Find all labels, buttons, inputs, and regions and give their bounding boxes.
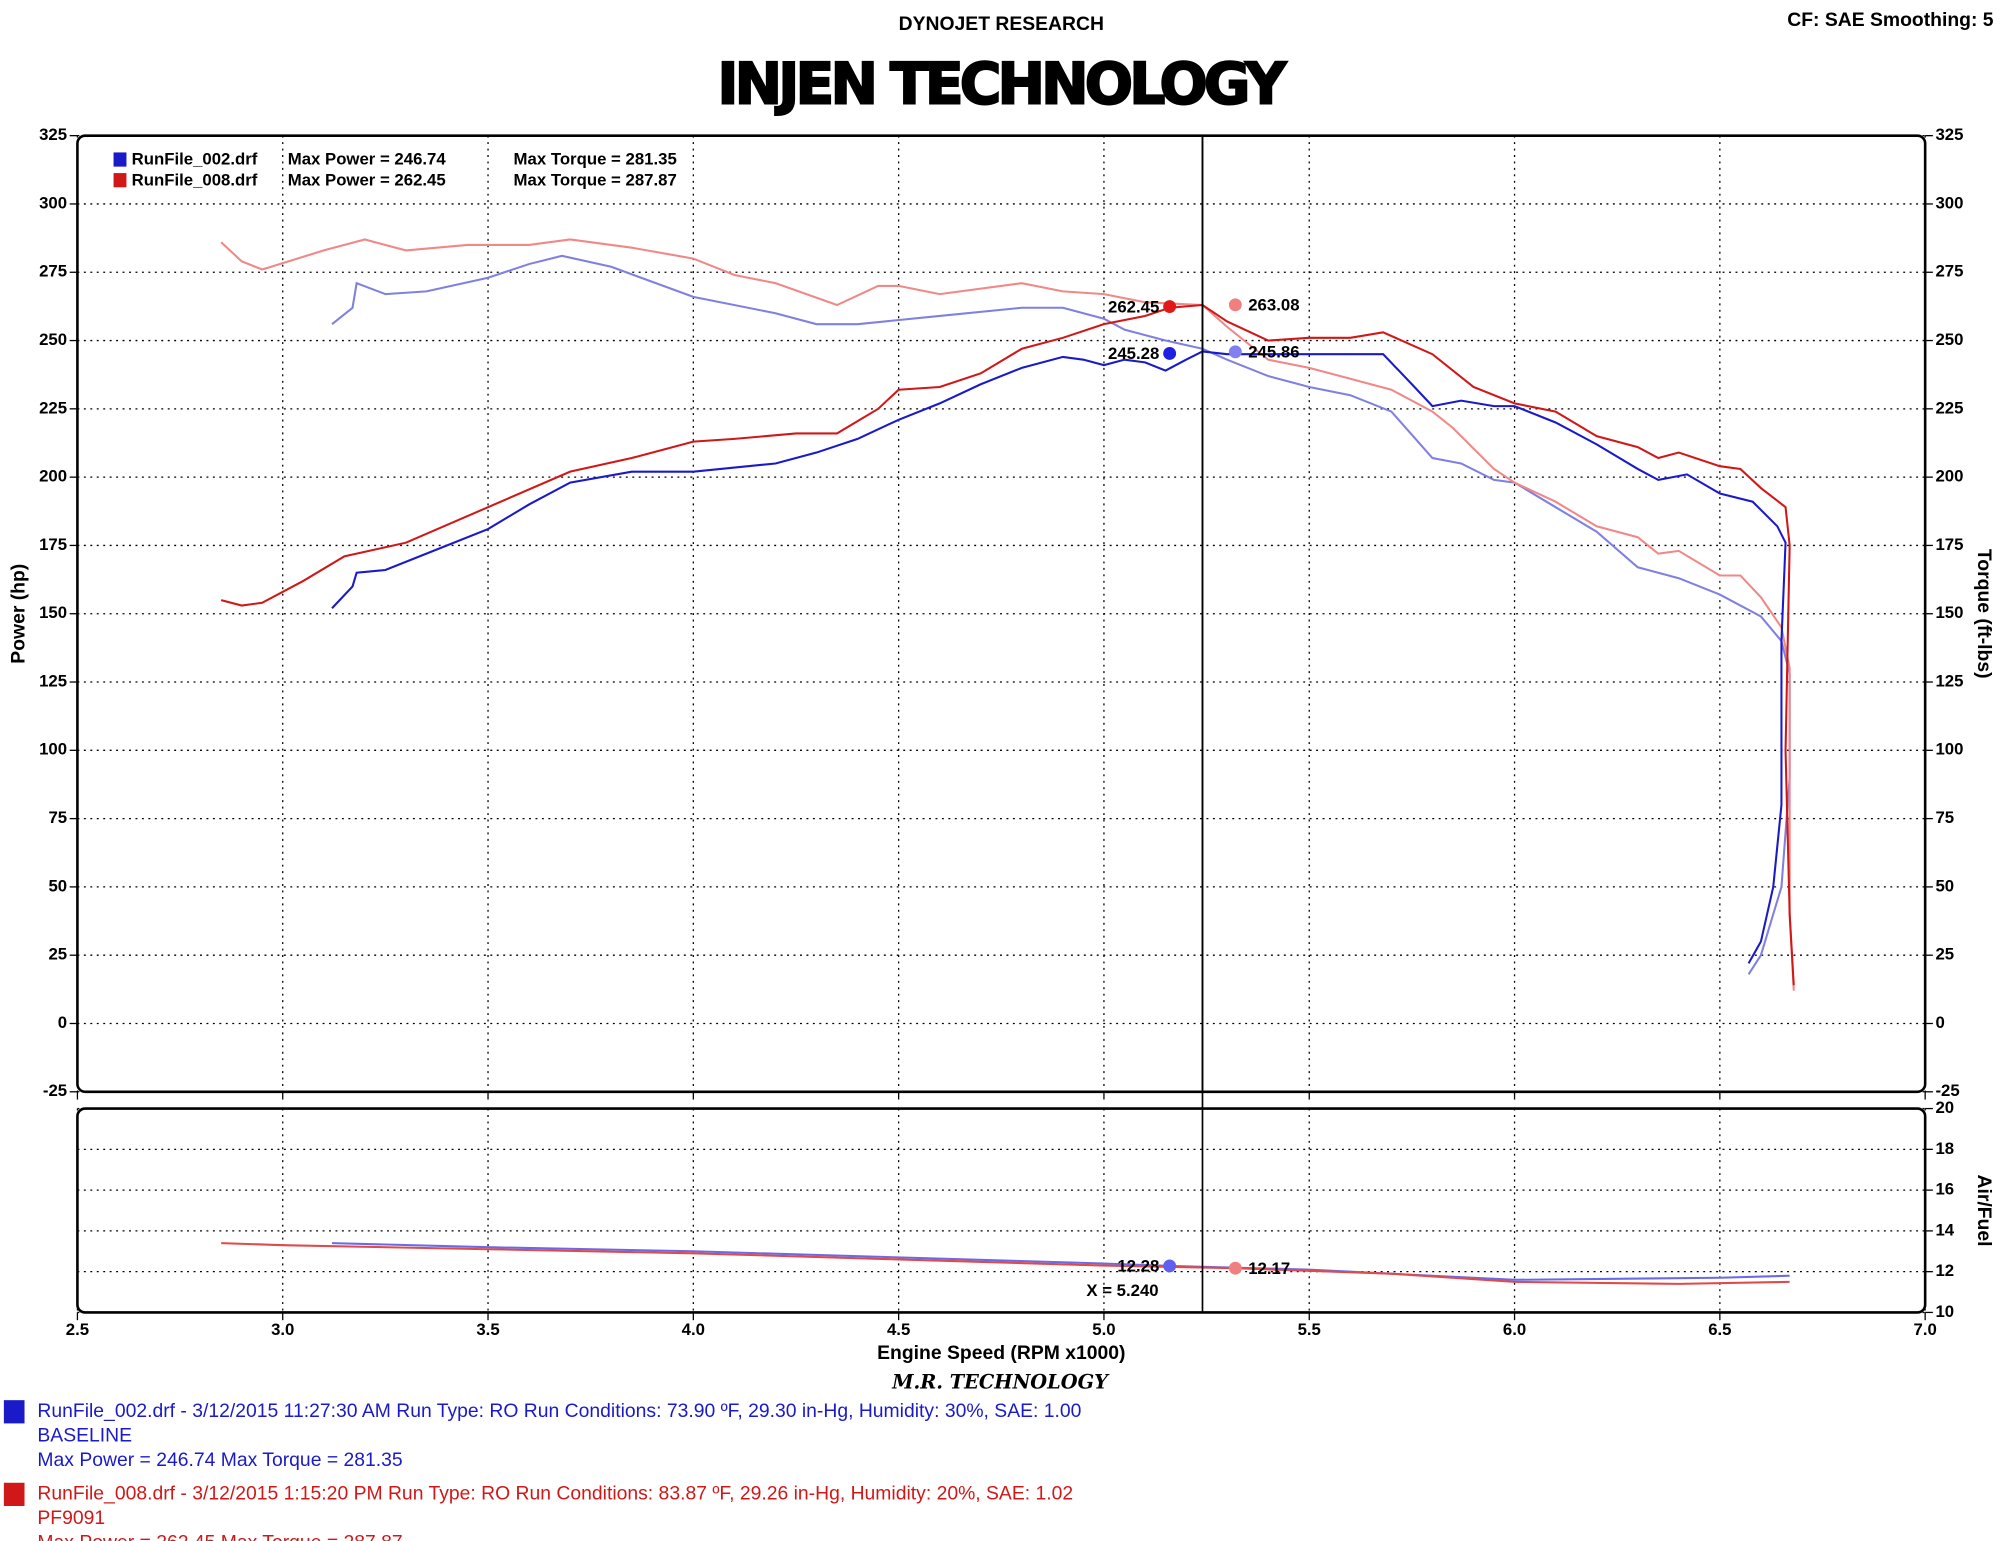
y-tick-label: 75 [48,808,67,827]
y-axis-label: Power (hp) [7,564,29,664]
y2-tick-label: 300 [1935,193,1963,212]
y2-tick-label: 10 [1935,1302,1954,1321]
y2-tick-label: 14 [1935,1220,1954,1239]
y2-tick-label: 0 [1935,1013,1944,1032]
company: DYNOJET RESEARCH [899,13,1104,35]
annotation-marker [1228,1261,1242,1275]
legend-power: Max Power = 246.74 [288,150,447,169]
data-line [221,1242,1790,1285]
y2-tick-label: 225 [1935,398,1963,417]
brand: M.R. TECHNOLOGY [891,1370,1110,1393]
data-line [220,238,1795,991]
legend-swatch [113,152,127,167]
x-tick-label: 3.5 [476,1320,499,1339]
data-line [331,1242,1790,1281]
y2-tick-label: -25 [1935,1081,1959,1100]
y-tick-label: 200 [39,467,67,486]
legend-file: RunFile_002.drf [132,150,258,169]
annotation-marker [1163,300,1177,313]
y-tick-label: 250 [39,330,67,349]
y2-tick-label: 20 [1935,1098,1954,1117]
y2-tick-label: 325 [1935,125,1963,144]
x-tick-label: 5.0 [1092,1320,1115,1339]
y2-axis-label: Air/Fuel [1973,1174,1995,1246]
x-axis-label: Engine Speed (RPM x1000) [877,1342,1125,1364]
annotation-label: 245.86 [1248,343,1299,362]
y-tick-label: 175 [39,535,67,554]
y2-tick-label: 125 [1935,671,1963,690]
annotation-marker [1228,345,1242,359]
y2-tick-label: 250 [1935,330,1963,349]
y2-tick-label: 12 [1935,1261,1954,1280]
y2-tick-label: 75 [1935,808,1954,827]
y-tick-label: 125 [39,671,67,690]
y-tick-label: 150 [39,603,67,622]
y2-tick-label: 200 [1935,467,1963,486]
y-tick-label: 275 [39,262,67,281]
plot-frame [76,1107,1927,1314]
annotation-label: 245.28 [1108,344,1159,363]
x-tick-label: 7.0 [1914,1320,1937,1339]
x-tick-label: 5.5 [1298,1320,1321,1339]
annotation-label: 263.08 [1248,296,1299,315]
y2-tick-label: 100 [1935,740,1963,759]
settings: CF: SAE Smoothing: 5 [1787,9,1994,31]
x-tick-label: 4.0 [682,1320,705,1339]
legend-swatch [113,173,127,188]
annotation-label: 12.17 [1248,1259,1290,1278]
x-tick-label: 6.0 [1503,1320,1526,1339]
legend-torque: Max Torque = 287.87 [514,170,677,189]
y2-tick-label: 175 [1935,535,1963,554]
data-line [220,303,1795,986]
y-tick-label: 0 [58,1013,67,1032]
x-tick-label: 2.5 [66,1320,89,1339]
annotation-label: 12.28 [1117,1257,1159,1276]
run-info: Max Power = 246.74 Max Torque = 281.35 [37,1449,402,1471]
y2-axis-label: Torque (ft-lbs) [1973,549,1995,679]
y2-tick-label: 150 [1935,603,1963,622]
y-tick-label: 100 [39,740,67,759]
cursor-label: X = 5.240 [1086,1281,1158,1300]
legend-power: Max Power = 262.45 [288,170,446,189]
run-info: Max Power = 262.45 Max Torque = 287.87 [37,1532,402,1541]
y2-tick-label: 275 [1935,262,1963,281]
title: INJEN TECHNOLOGY [717,52,1287,118]
legend-file: RunFile_008.drf [132,170,258,189]
annotation-marker [1163,1259,1177,1273]
run-info: PF9091 [37,1507,105,1529]
x-tick-label: 6.5 [1708,1320,1731,1339]
x-tick-label: 4.5 [887,1320,910,1339]
run-icon [3,1400,25,1424]
y-tick-label: 225 [39,398,67,417]
y-tick-label: 25 [48,945,67,964]
run-info: RunFile_002.drf - 3/12/2015 11:27:30 AM … [37,1400,1081,1422]
annotation-marker [1228,298,1242,312]
y2-tick-label: 18 [1935,1139,1954,1158]
run-info: BASELINE [37,1424,132,1446]
y2-tick-label: 25 [1935,945,1954,964]
annotation-label: 262.45 [1108,297,1159,316]
y-tick-label: 300 [39,193,67,212]
legend-torque: Max Torque = 281.35 [514,150,677,169]
y2-tick-label: 50 [1935,876,1954,895]
run-info: RunFile_008.drf - 3/12/2015 1:15:20 PM R… [37,1482,1073,1504]
x-tick-label: 3.0 [271,1320,294,1339]
annotation-marker [1163,346,1177,360]
y-tick-label: 50 [48,876,67,895]
data-line [331,254,1791,975]
run-icon [3,1482,25,1506]
y-tick-label: 325 [39,125,67,144]
y-tick-label: -25 [43,1081,67,1100]
y2-tick-label: 16 [1935,1180,1954,1199]
